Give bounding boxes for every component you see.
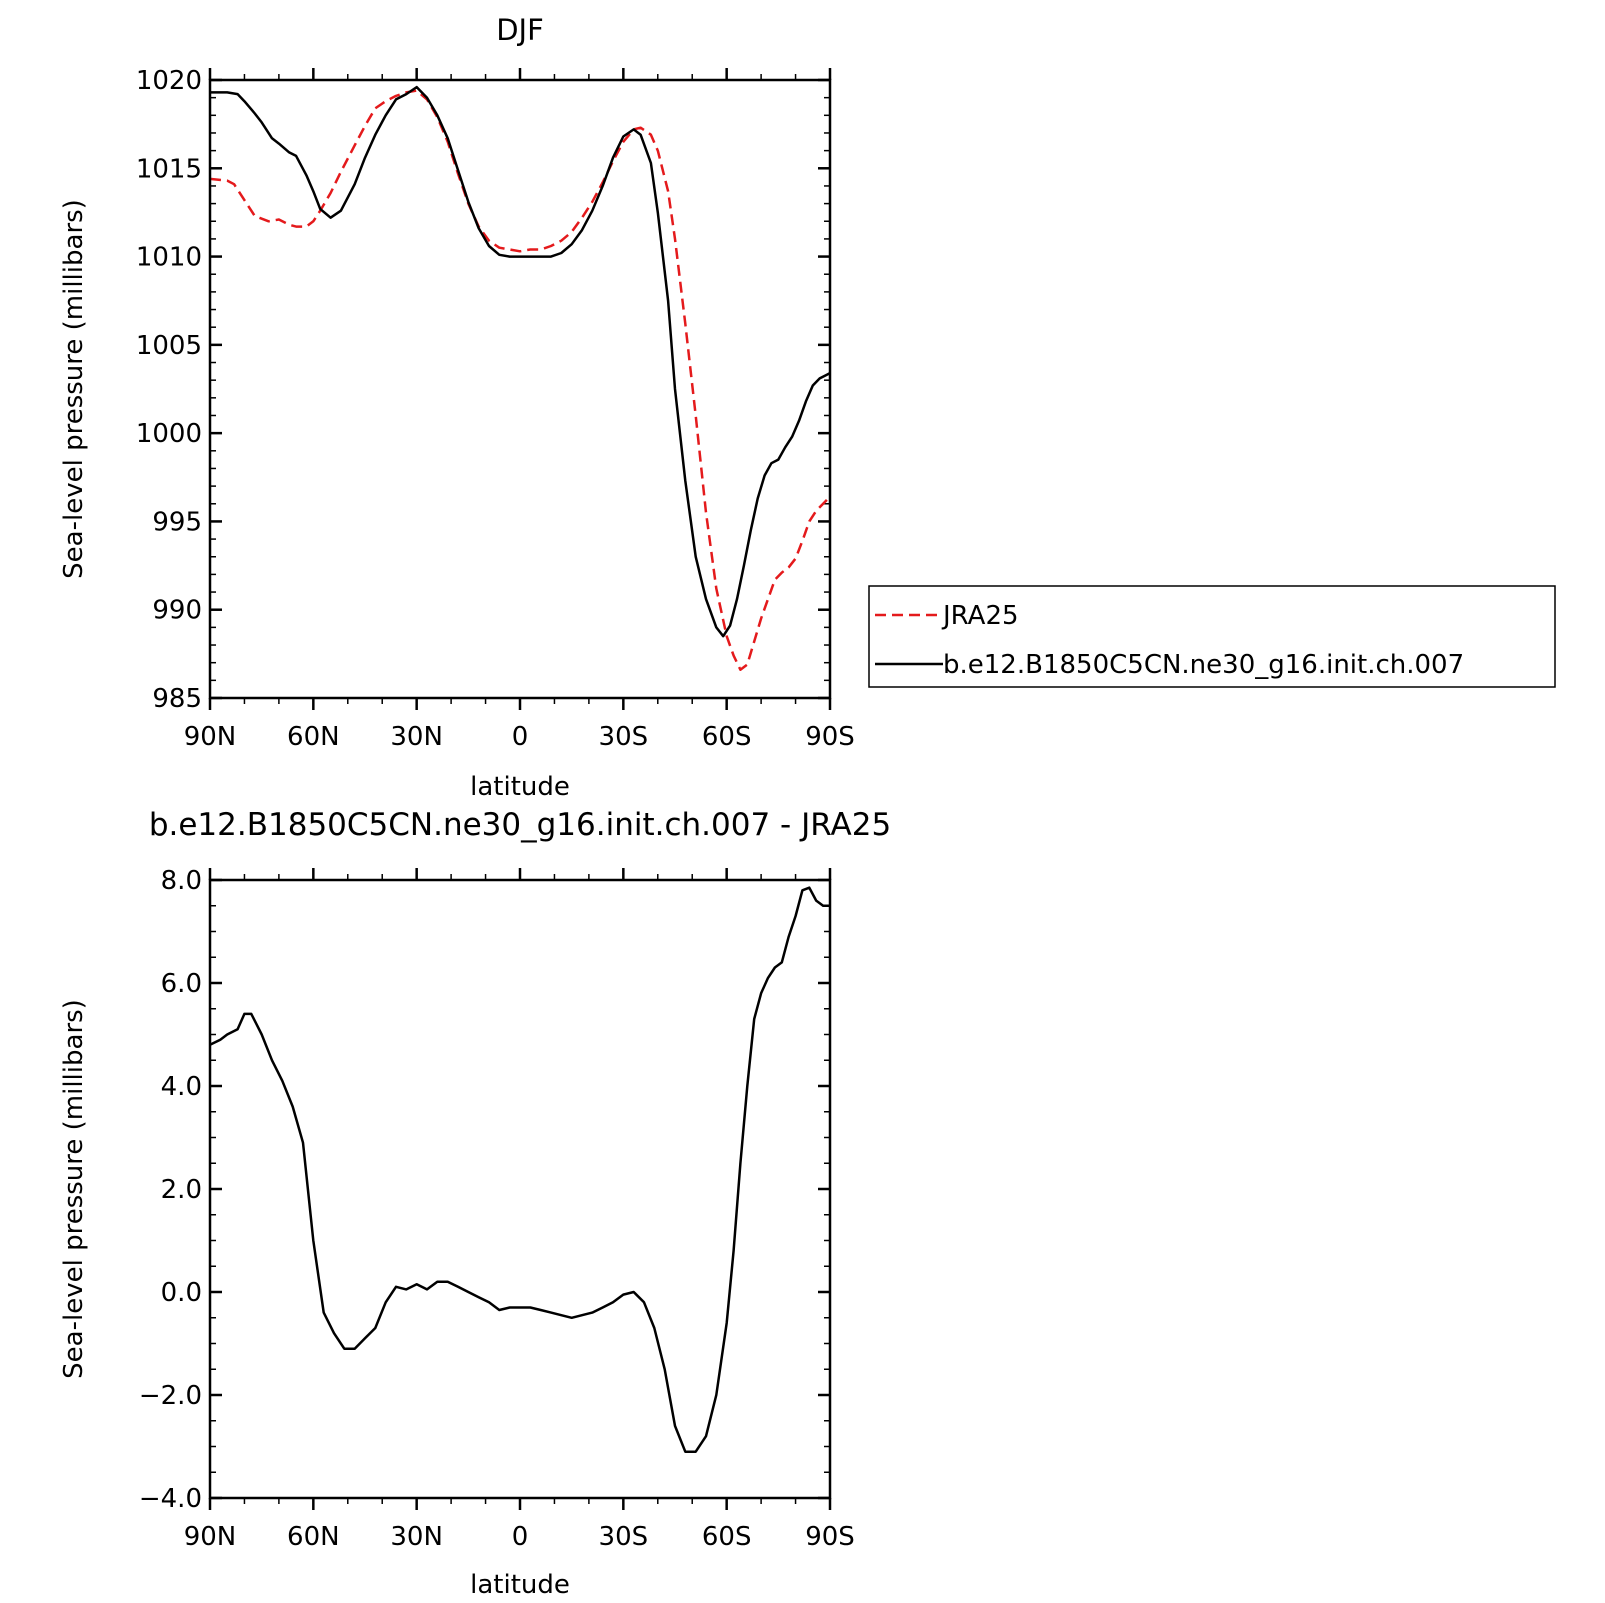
bottom-series-group xyxy=(209,886,830,1453)
bottom-x-tick-label: 60N xyxy=(287,1522,340,1552)
bottom-x-axis-label: latitude xyxy=(470,1570,570,1600)
top-panel: DJF 985 990 995 1000 1005 1010 1015 1020 90N 60N… xyxy=(59,13,1556,802)
top-y-tick-label: 1010 xyxy=(136,243,202,273)
bottom-x-tick-labels: 90N 60N 30N 0 30S 60S 90S xyxy=(184,1522,855,1552)
bottom-y-tick-label: 2.0 xyxy=(161,1175,202,1205)
bottom-x-tick-label: 60S xyxy=(702,1522,752,1552)
bottom-y-tick-label: −2.0 xyxy=(139,1381,202,1411)
bottom-x-tick-label: 30S xyxy=(599,1522,649,1552)
top-y-tick-label: 1005 xyxy=(136,331,202,361)
bottom-chart-title: b.e12.B1850C5CN.ne30_g16.init.ch.007 - J… xyxy=(149,807,891,843)
top-x-tick-label: 30N xyxy=(390,722,443,752)
bottom-x-tick-label: 90S xyxy=(805,1522,855,1552)
top-y-tick-label: 985 xyxy=(152,684,202,714)
legend-label-model: b.e12.B1850C5CN.ne30_g16.init.ch.007 xyxy=(943,650,1464,680)
top-x-tick-labels: 90N 60N 30N 0 30S 60S 90S xyxy=(184,722,855,752)
top-series-line-0 xyxy=(209,89,831,671)
bottom-x-tick-label: 30N xyxy=(390,1522,443,1552)
legend-label-jra25: JRA25 xyxy=(941,601,1019,631)
bottom-x-tick-label: 0 xyxy=(512,1522,529,1552)
top-x-tick-label: 60N xyxy=(287,722,340,752)
top-y-axis-label: Sea-level pressure (millibars) xyxy=(59,199,89,579)
top-series-group xyxy=(209,85,831,671)
bottom-x-tick-label: 90N xyxy=(184,1522,237,1552)
top-tick-marks xyxy=(208,68,832,710)
top-chart-title: DJF xyxy=(496,13,544,47)
top-x-tick-label: 0 xyxy=(512,722,529,752)
top-series-line-1 xyxy=(210,85,831,638)
bottom-y-tick-label: −4.0 xyxy=(139,1484,202,1514)
bottom-y-tick-label: 8.0 xyxy=(161,866,202,896)
bottom-y-tick-labels: −4.0 −2.0 0.0 2.0 4.0 6.0 8.0 xyxy=(139,866,202,1514)
top-y-tick-label: 1020 xyxy=(136,66,202,96)
bottom-panel: b.e12.B1850C5CN.ne30_g16.init.ch.007 - J… xyxy=(59,807,891,1600)
bottom-plot-frame xyxy=(208,878,832,1500)
top-y-tick-label: 1015 xyxy=(136,154,202,184)
top-y-tick-label: 1000 xyxy=(136,419,202,449)
bottom-series-line-0 xyxy=(209,886,830,1453)
legend-box xyxy=(868,585,1556,688)
top-y-tick-label: 990 xyxy=(152,596,202,626)
top-x-tick-label: 90N xyxy=(184,722,237,752)
top-x-tick-label: 60S xyxy=(702,722,752,752)
top-x-tick-label: 90S xyxy=(805,722,855,752)
legend: JRA25 b.e12.B1850C5CN.ne30_g16.init.ch.0… xyxy=(868,585,1556,688)
top-y-tick-labels: 985 990 995 1000 1005 1010 1015 1020 xyxy=(136,66,202,714)
top-plot-frame xyxy=(208,78,832,700)
top-y-tick-label: 995 xyxy=(152,507,202,537)
bottom-y-tick-label: 6.0 xyxy=(161,969,202,999)
top-x-axis-label: latitude xyxy=(470,772,570,802)
bottom-y-tick-label: 0.0 xyxy=(161,1278,202,1308)
top-x-tick-label: 30S xyxy=(599,722,649,752)
bottom-y-axis-label: Sea-level pressure (millibars) xyxy=(59,999,89,1379)
bottom-y-tick-label: 4.0 xyxy=(161,1072,202,1102)
bottom-tick-marks xyxy=(208,868,832,1510)
